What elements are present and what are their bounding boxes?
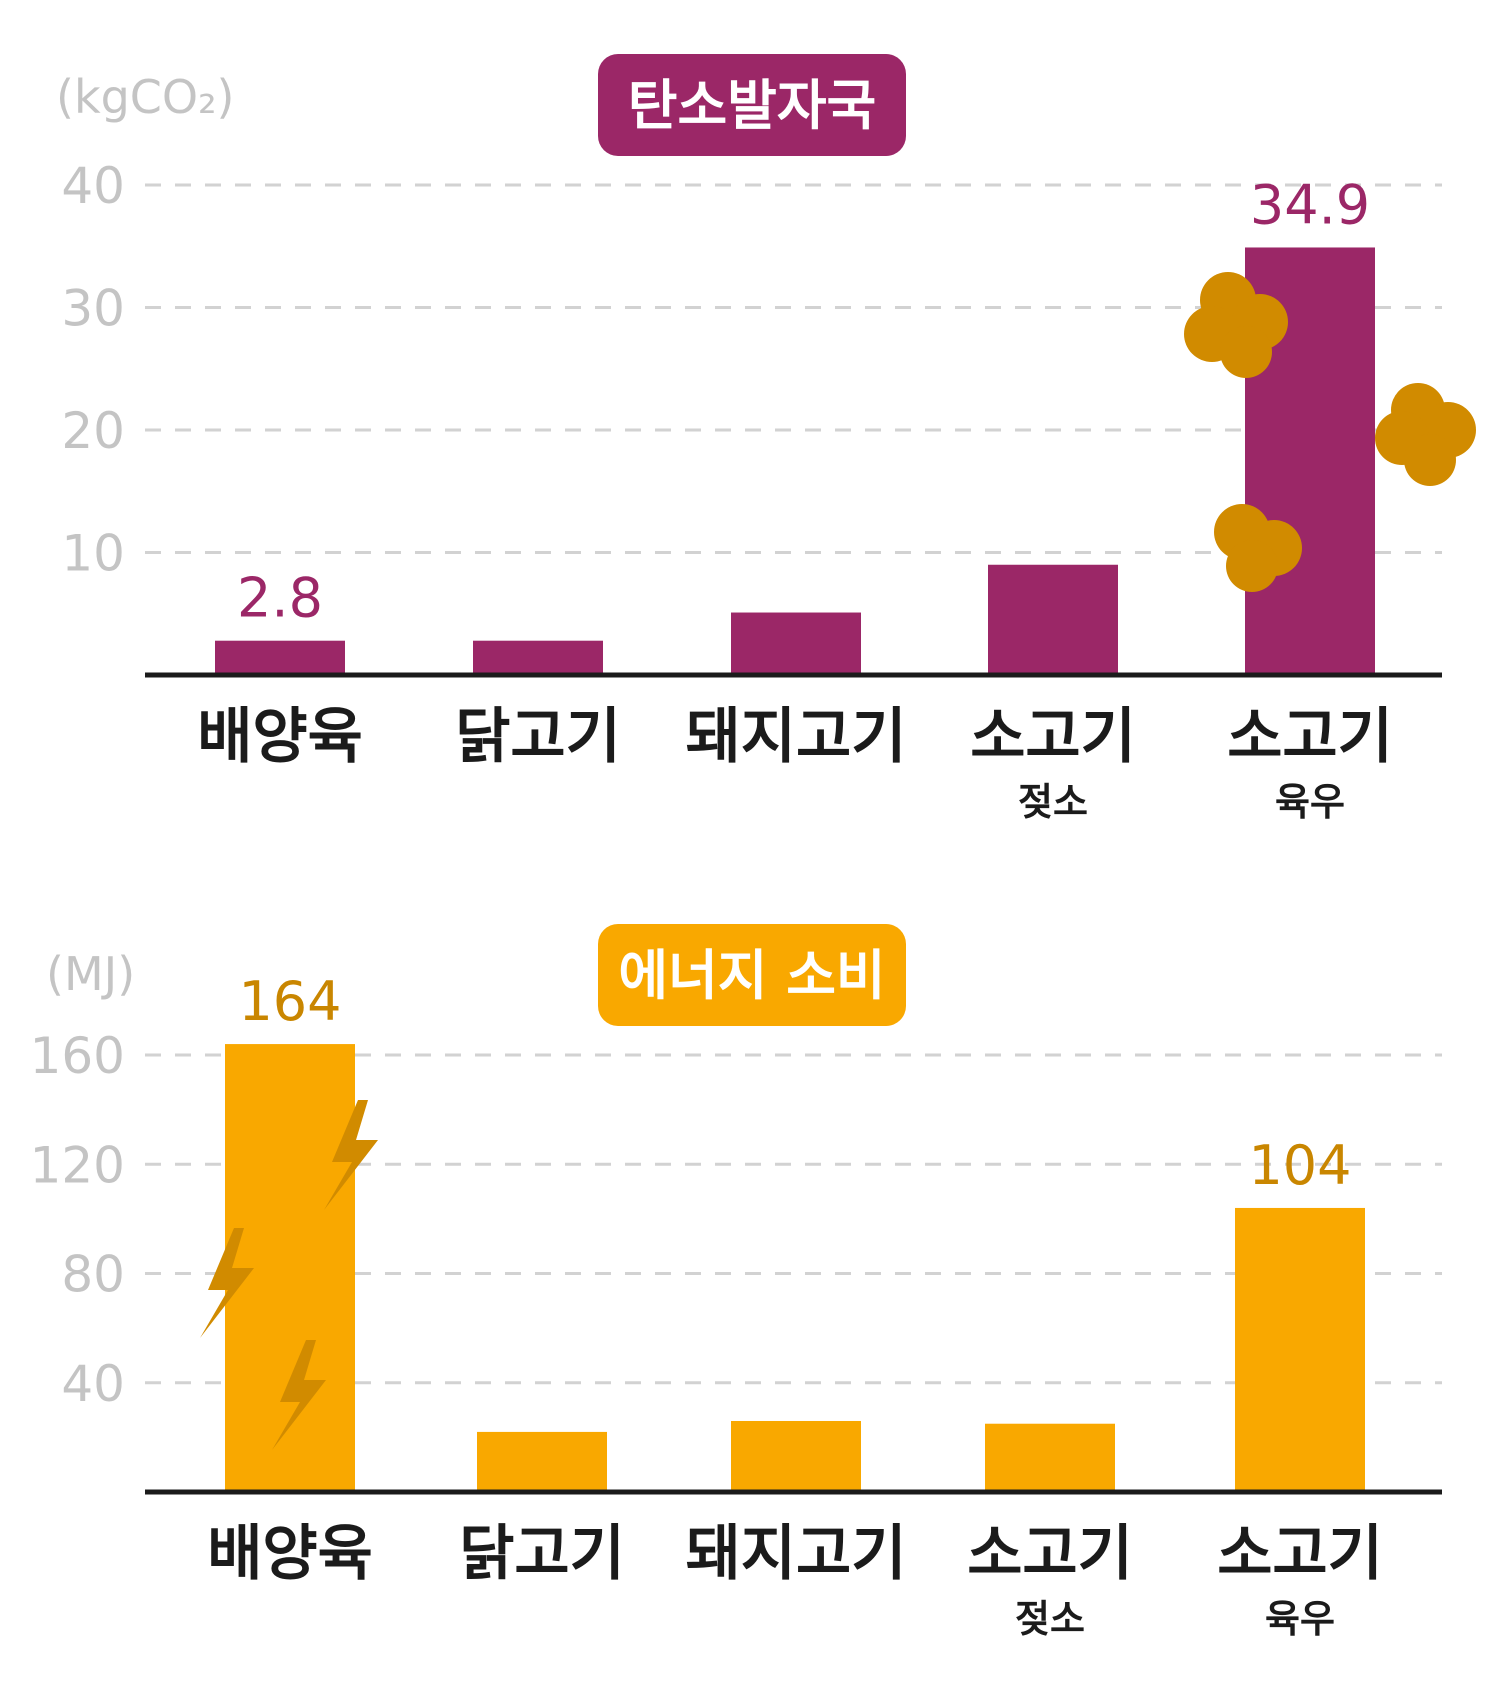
lightning-icon: [272, 1340, 326, 1450]
energy-bar: [477, 1431, 607, 1492]
energy-bars: [225, 1044, 1365, 1492]
carbon-bar: [215, 640, 345, 675]
smoke-clouds: [1184, 272, 1476, 592]
carbon-y-tick-label: 30: [61, 280, 125, 338]
carbon-y-tick-label: 40: [61, 157, 125, 215]
carbon-y-ticks: 10 20 30 40: [61, 157, 125, 583]
carbon-category-label: 소고기: [1227, 702, 1393, 772]
carbon-category-label: 소고기: [970, 702, 1136, 772]
energy-category-label: 소고기: [967, 1519, 1133, 1589]
energy-y-tick-label: 40: [61, 1355, 125, 1413]
energy-subcategory-label: 육우: [1265, 1597, 1335, 1641]
energy-data-label: 104: [1248, 1134, 1351, 1197]
carbon-bar: [731, 612, 861, 675]
energy-subcategory-label: 젖소: [1015, 1597, 1085, 1641]
carbon-y-tick-label: 20: [61, 402, 125, 460]
carbon-title: 탄소발자국: [628, 74, 876, 137]
energy-title-bg: [598, 924, 906, 1026]
smoke-cloud-icon: [1184, 272, 1288, 378]
energy-bar: [985, 1423, 1115, 1492]
carbon-data-label: 34.9: [1250, 173, 1370, 236]
energy-data-label: 164: [238, 970, 341, 1033]
energy-value-labels: 164 104: [238, 970, 1351, 1197]
energy-unit-label: (MJ): [46, 947, 135, 1001]
energy-title: 에너지 소비: [618, 944, 885, 1007]
carbon-data-label: 2.8: [237, 567, 323, 630]
smoke-cloud-icon: [1375, 383, 1476, 486]
energy-category-label: 닭고기: [459, 1519, 625, 1589]
carbon-subcategory-label: 육우: [1275, 780, 1345, 824]
energy-category-label: 소고기: [1217, 1519, 1383, 1589]
energy-category-label: 배양육: [207, 1519, 373, 1589]
carbon-title-bg: [598, 54, 906, 156]
energy-bar: [731, 1420, 861, 1492]
energy-y-tick-label: 120: [30, 1136, 125, 1194]
carbon-category-label: 닭고기: [455, 702, 621, 772]
lightning-icon: [324, 1100, 378, 1210]
carbon-category-label: 배양육: [197, 702, 363, 772]
carbon-unit-label: (kgCO₂): [56, 70, 235, 124]
lightning-icon: [200, 1228, 254, 1338]
carbon-category-label: 돼지고기: [686, 702, 907, 772]
carbon-bar: [988, 564, 1118, 675]
energy-title-badge: 에너지 소비: [598, 924, 906, 1026]
energy-y-ticks: 40 80 120 160: [30, 1027, 125, 1413]
energy-y-tick-label: 160: [30, 1027, 125, 1085]
energy-grid: [145, 1053, 1442, 1385]
energy-bar: [1235, 1207, 1365, 1492]
energy-category-label: 돼지고기: [686, 1519, 907, 1589]
lightning-bolts: [200, 1100, 378, 1450]
energy-y-tick-label: 80: [61, 1246, 125, 1304]
carbon-y-tick-label: 10: [61, 525, 125, 583]
smoke-cloud-icon: [1214, 504, 1302, 592]
carbon-bar: [473, 640, 603, 675]
carbon-subcategory-label: 젖소: [1018, 780, 1088, 824]
carbon-title-badge: 탄소발자국: [598, 54, 906, 156]
carbon-value-labels: 2.8 34.9: [237, 173, 1370, 629]
